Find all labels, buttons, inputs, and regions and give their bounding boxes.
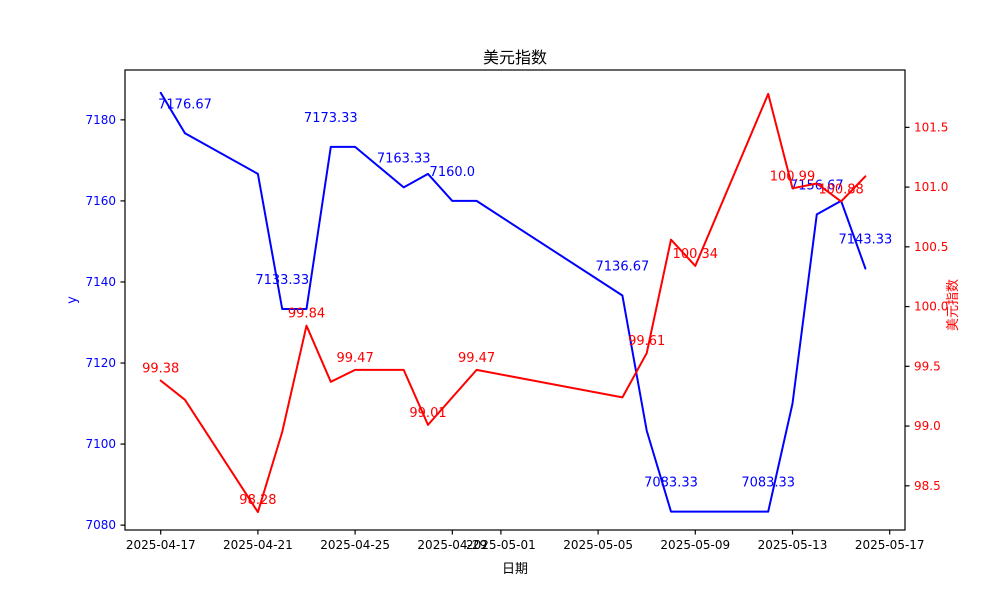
right-y-tick-label: 99.0 [914, 419, 941, 433]
left-y-tick-label: 7180 [85, 113, 116, 127]
x-tick-label: 2025-05-09 [660, 538, 730, 552]
data-point-annotation: 98.28 [239, 493, 276, 508]
x-tick-label: 2025-04-25 [320, 538, 390, 552]
data-point-annotation: 99.01 [409, 406, 446, 421]
x-tick-label: 2025-04-29 [417, 538, 487, 552]
left-y-tick-label: 7160 [85, 194, 116, 208]
data-point-annotation: 7083.33 [644, 476, 698, 491]
x-axis-label: 日期 [502, 562, 528, 577]
series-line-y [159, 91, 867, 513]
data-point-annotation: 99.38 [142, 362, 179, 377]
plot-area-border [124, 69, 906, 531]
data-point-annotation: 99.84 [288, 307, 325, 322]
right-y-tick-label: 100.5 [914, 240, 948, 254]
data-point-annotation: 7176.67 [158, 97, 212, 112]
data-point-annotation: 99.61 [628, 334, 665, 349]
right-y-tick-label: 99.5 [914, 359, 941, 373]
x-tick-label: 2025-04-21 [223, 538, 293, 552]
series-line-usd-index [159, 92, 867, 514]
left-y-tick-label: 7120 [85, 356, 116, 370]
data-point-annotation: 7083.33 [741, 476, 795, 491]
right-y-tick-label: 101.5 [914, 120, 948, 134]
data-point-annotation: 7136.67 [596, 259, 650, 274]
data-point-annotation: 7163.33 [377, 151, 431, 166]
left-y-tick-label: 7080 [85, 518, 116, 532]
left-y-tick-label: 7100 [85, 437, 116, 451]
plot-content: 2025-04-17 2025-04-21 2025-04-25 2025-04-29… [85, 91, 948, 552]
data-point-annotation: 7133.33 [255, 273, 309, 288]
x-tick-label: 2025-05-17 [855, 538, 925, 552]
x-tick-label: 2025-05-05 [563, 538, 633, 552]
left-y-tick-label: 7140 [85, 275, 116, 289]
x-tick-label: 2025-04-17 [126, 538, 196, 552]
data-point-annotation: 7160.0 [430, 165, 476, 180]
data-point-annotation: 100.99 [770, 169, 816, 184]
data-point-annotation: 100.34 [673, 247, 719, 262]
right-y-tick-label: 98.5 [914, 479, 941, 493]
data-point-annotation: 100.88 [818, 182, 864, 197]
x-tick-label: 2025-05-01 [466, 538, 536, 552]
right-y-axis-label: 美元指数 [946, 279, 961, 331]
right-y-tick-label: 100.0 [914, 300, 948, 314]
data-point-annotation: 99.47 [337, 351, 374, 366]
chart-title: 美元指数 [483, 48, 547, 67]
right-y-tick-label: 101.0 [914, 180, 948, 194]
left-y-axis-label: y [65, 296, 80, 304]
x-tick-label: 2025-05-13 [758, 538, 828, 552]
data-point-annotation: 7156.67 [790, 178, 844, 193]
data-point-annotation: 7173.33 [304, 111, 358, 126]
data-point-annotation: 99.47 [458, 351, 495, 366]
data-point-annotation: 7143.33 [839, 232, 893, 247]
